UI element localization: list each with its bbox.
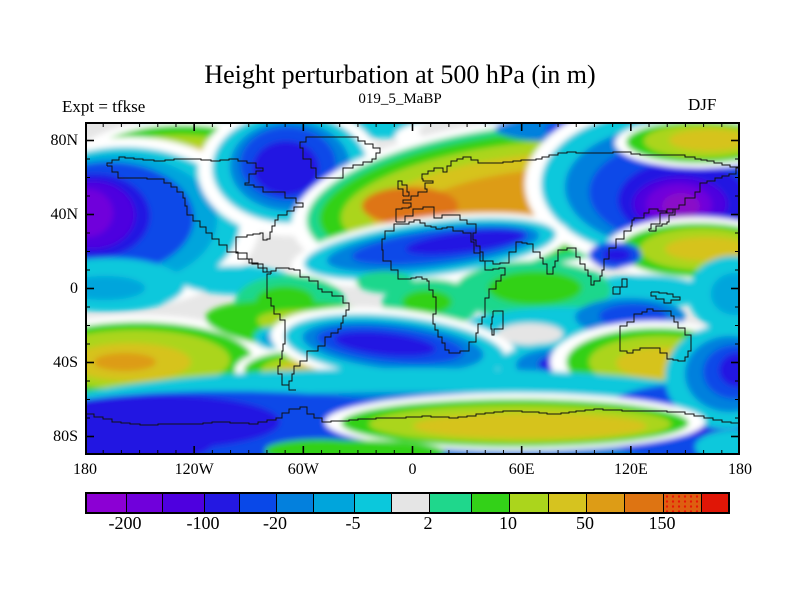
colorbar [85,492,730,514]
colorbar-tick-label: 150 [648,513,676,533]
lat-tick-label: 0 [70,279,78,297]
colorbar-segment [625,494,664,512]
colorbar-tick-label: -20 [263,513,287,533]
lon-tick-label: 60E [508,461,535,478]
colorbar-segment [392,494,430,512]
colorbar-segment [587,494,625,512]
colorbar-segment [702,494,728,512]
colorbar-tick-label: 10 [499,513,517,533]
lat-tick-label: 40N [50,205,78,223]
field-layer [85,122,740,455]
lon-tick-label: 180 [73,461,97,478]
colorbar-segment [314,494,355,512]
colorbar-tick-label: 50 [576,513,594,533]
lon-tick-label: 180 [728,461,752,478]
colorbar-segment [163,494,205,512]
colorbar-segment [277,494,314,512]
map-frame-ticks [85,122,740,455]
season-label: DJF [688,95,717,114]
colorbar-tick-label: -200 [108,513,142,533]
experiment-label: Expt = tfkse [62,97,146,116]
plot-title: Height perturbation at 500 hPa (in m) [204,60,596,89]
colorbar-segment [205,494,240,512]
lat-tick-label: 80S [53,427,78,445]
plot-subtitle: 019_5_MaBP [358,91,442,107]
colorbar-segment [664,494,702,512]
contour-map [85,122,740,455]
lon-tick-label: 0 [408,461,417,478]
lat-tick-label: 40S [53,353,78,371]
colorbar-segment [430,494,472,512]
colorbar-segment [549,494,587,512]
colorbar-tick-label: -100 [186,513,220,533]
colorbar-segment [127,494,163,512]
colorbar-segment [240,494,277,512]
lon-tick-label: 120W [174,461,214,478]
colorbar-segment [87,494,127,512]
lat-tick-label: 80N [50,131,78,149]
colorbar-segment [472,494,510,512]
lon-tick-label: 120E [613,461,648,478]
coastlines [85,136,740,426]
map-plot [85,122,740,455]
colorbar-segment [510,494,549,512]
colorbar-tick-label: 2 [423,513,433,533]
colorbar-segment [355,494,392,512]
colorbar-tick-label: -5 [345,513,361,533]
lon-tick-label: 60W [287,461,319,478]
